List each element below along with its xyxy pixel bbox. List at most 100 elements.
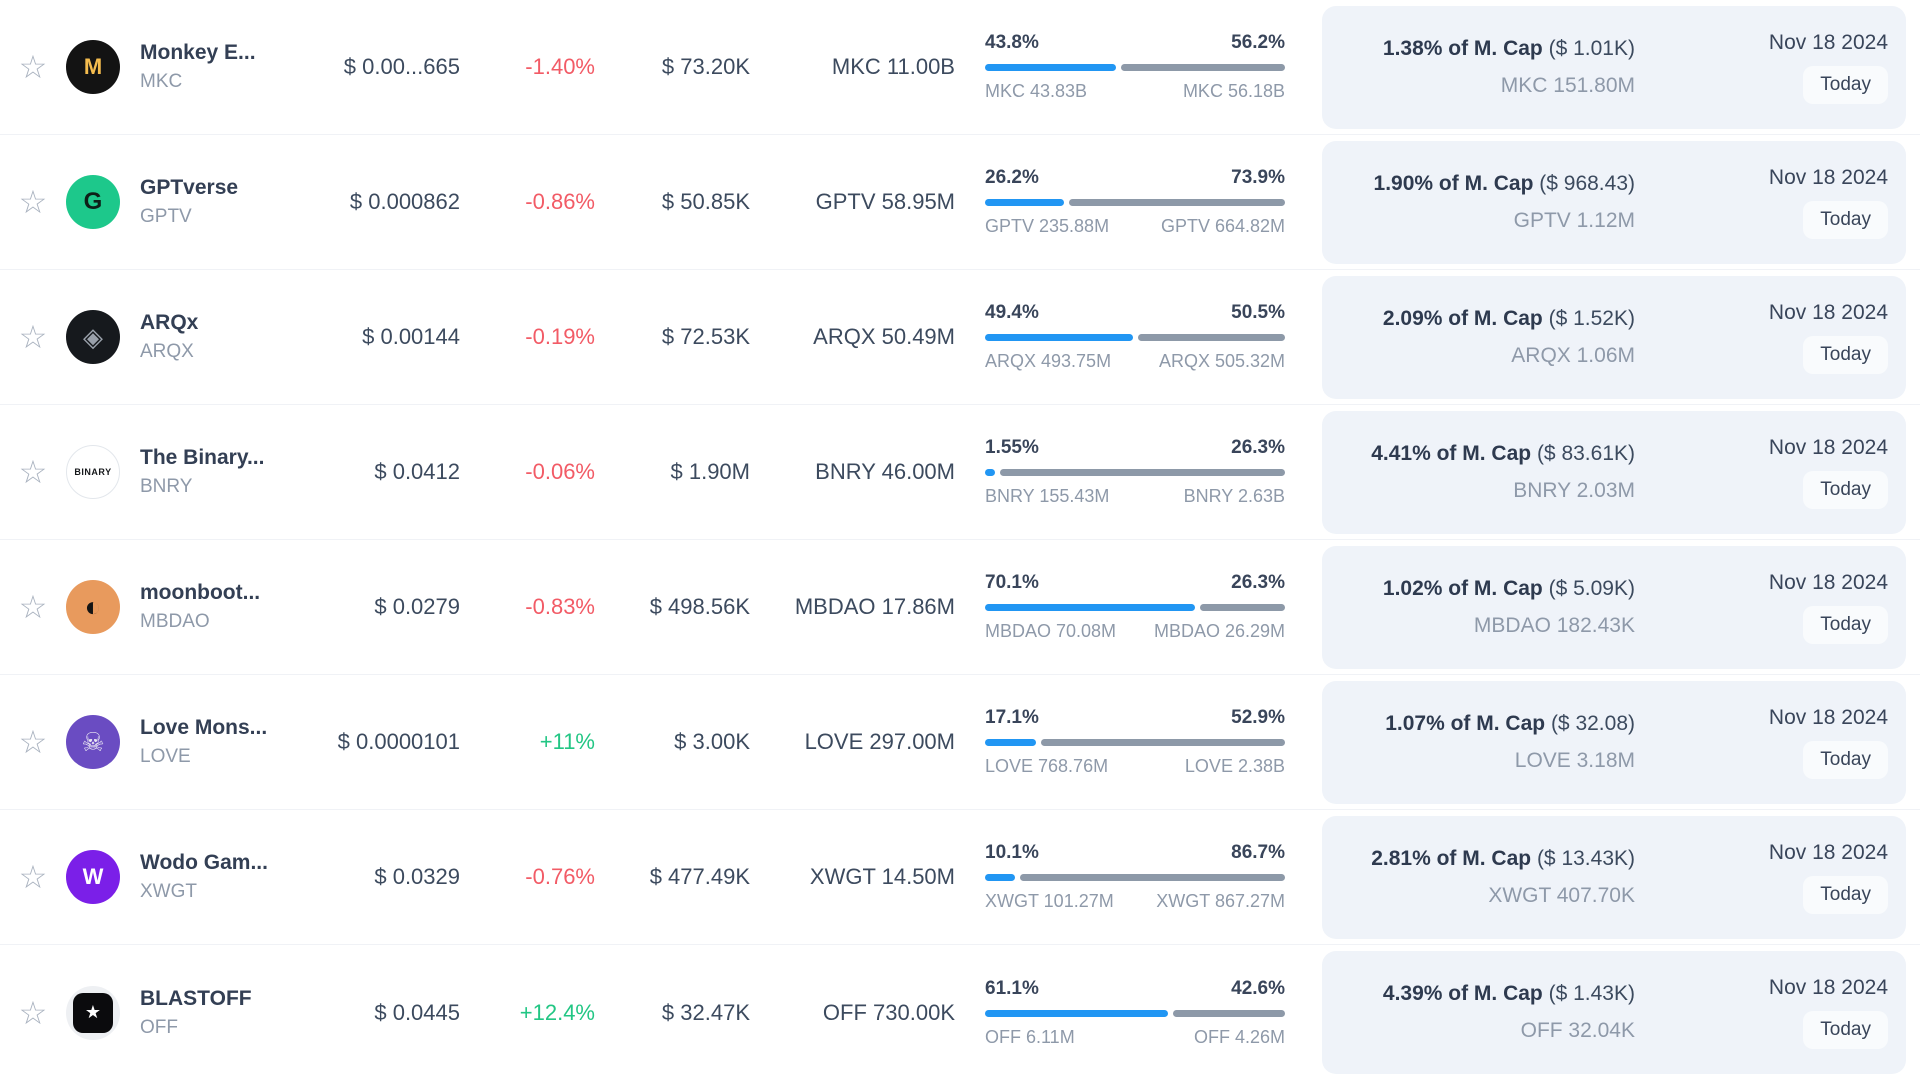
unlock-progress-bar	[985, 64, 1285, 71]
favorite-star-icon[interactable]: ☆	[18, 49, 48, 85]
token-name[interactable]: GPTverse	[140, 176, 239, 199]
token-price: $ 0.0000101	[337, 729, 460, 754]
table-row: ☆ ★ BLASTOFF OFF $ 0.0445 +12.4% $ 32.47…	[0, 945, 1920, 1080]
favorite-star-icon[interactable]: ☆	[18, 589, 48, 625]
unlock-progress-group: 70.1% 26.3% MBDAO 70.08M MBDAO 26.29M	[985, 572, 1285, 642]
unlocked-bar-segment	[985, 199, 1064, 206]
token-price: $ 0.00...665	[343, 54, 460, 79]
locked-percent-label: 50.5%	[1231, 302, 1285, 323]
unlocked-amount-label: MBDAO 70.08M	[985, 621, 1117, 641]
token-name-cell[interactable]: GPTverse GPTV	[140, 176, 310, 228]
table-row: ☆ BINARY The Binary... BNRY $ 0.0412 -0.…	[0, 405, 1920, 540]
token-name-cell[interactable]: ARQx ARQX	[140, 311, 310, 363]
token-price: $ 0.00144	[362, 324, 460, 349]
market-cap-value: GPTV 58.95M	[815, 189, 955, 214]
unlock-mcap-percent: 4.39% of M. Cap ($ 1.43K)	[1382, 982, 1635, 1005]
token-name-cell[interactable]: moonboot... MBDAO	[140, 581, 310, 633]
token-name[interactable]: Monkey E...	[140, 41, 256, 64]
token-logo-glyph: ◐	[84, 591, 102, 622]
today-badge: Today	[1803, 65, 1888, 104]
price-change-percent: +12.4%	[519, 999, 595, 1025]
unlock-usd-value: ($ 1.01K)	[1548, 36, 1635, 60]
today-badge: Today	[1803, 740, 1888, 779]
favorite-star-icon[interactable]: ☆	[18, 184, 48, 220]
volume-value: $ 50.85K	[661, 189, 750, 214]
unlocked-bar-segment	[985, 874, 1016, 881]
token-logo-glyph: W	[82, 864, 104, 889]
token-symbol: MBDAO	[140, 611, 210, 632]
token-name[interactable]: The Binary...	[140, 446, 265, 469]
favorite-star-icon[interactable]: ☆	[18, 319, 48, 355]
price-change-percent: -0.83%	[525, 594, 595, 619]
unlock-progress-group: 43.8% 56.2% MKC 43.83B MKC 56.18B	[985, 32, 1285, 102]
unlock-progress-group: 49.4% 50.5% ARQX 493.75M ARQX 505.32M	[985, 302, 1285, 372]
token-name-cell[interactable]: The Binary... BNRY	[140, 446, 310, 498]
table-row: ☆ ◈ ARQx ARQX $ 0.00144 -0.19% $ 72.53K …	[0, 270, 1920, 405]
unlocked-amount-label: XWGT 101.27M	[985, 891, 1114, 911]
volume-value: $ 477.49K	[649, 864, 750, 889]
table-row: ☆ M Monkey E... MKC $ 0.00...665 -1.40% …	[0, 0, 1920, 135]
token-name-cell[interactable]: Monkey E... MKC	[140, 41, 310, 93]
locked-amount-label: XWGT 867.27M	[1156, 891, 1285, 911]
token-name[interactable]: moonboot...	[140, 581, 261, 604]
token-name[interactable]: Love Mons...	[140, 716, 268, 739]
token-name[interactable]: BLASTOFF	[140, 986, 252, 1010]
token-logo-glyph: G	[83, 188, 103, 215]
token-price: $ 0.000862	[349, 189, 460, 214]
unlock-token-amount: GPTV 1.12M	[1513, 208, 1635, 232]
locked-bar-segment	[1173, 1009, 1285, 1017]
favorite-star-icon[interactable]: ☆	[18, 994, 48, 1031]
unlock-token-amount: MBDAO 182.43K	[1473, 613, 1635, 637]
token-price: $ 0.0412	[374, 459, 460, 484]
unlock-mcap-percent: 1.02% of M. Cap ($ 5.09K)	[1382, 576, 1635, 600]
token-symbol: OFF	[140, 1016, 178, 1038]
favorite-star-icon[interactable]: ☆	[18, 454, 48, 490]
unlock-info-panel: 1.07% of M. Cap ($ 32.08) LOVE 3.18M Nov…	[1322, 680, 1906, 804]
unlocked-percent-label: 43.8%	[985, 32, 1039, 53]
unlock-mcap-percent: 1.90% of M. Cap ($ 968.43)	[1373, 171, 1635, 195]
token-name-cell[interactable]: Love Mons... LOVE	[140, 716, 310, 768]
locked-amount-label: BNRY 2.63B	[1183, 486, 1285, 506]
locked-amount-label: GPTV 664.82M	[1160, 216, 1285, 236]
locked-bar-segment	[1020, 874, 1285, 881]
unlocked-bar-segment	[985, 64, 1117, 71]
unlock-info-panel: 2.09% of M. Cap ($ 1.52K) ARQX 1.06M Nov…	[1322, 275, 1906, 399]
token-price: $ 0.0279	[374, 594, 460, 619]
token-name[interactable]: ARQx	[140, 311, 199, 334]
unlock-date: Nov 18 2024	[1768, 300, 1888, 324]
unlock-token-amount: LOVE 3.18M	[1514, 748, 1635, 772]
token-logo: G	[66, 175, 120, 229]
unlocked-amount-label: OFF 6.11M	[985, 1026, 1075, 1047]
unlock-token-amount: MKC 151.80M	[1500, 73, 1635, 97]
market-cap-value: MKC 11.00B	[831, 54, 955, 79]
locked-amount-label: ARQX 505.32M	[1158, 351, 1285, 371]
locked-percent-label: 52.9%	[1231, 707, 1285, 728]
price-change-percent: -0.76%	[525, 864, 595, 889]
unlocked-amount-label: MKC 43.83B	[985, 81, 1088, 101]
market-cap-value: BNRY 46.00M	[815, 459, 955, 484]
unlock-token-amount: BNRY 2.03M	[1513, 478, 1635, 502]
token-name-cell[interactable]: Wodo Gam... XWGT	[140, 851, 310, 903]
token-symbol: BNRY	[140, 476, 193, 497]
token-logo-glyph: ◈	[83, 321, 103, 352]
favorite-star-icon[interactable]: ☆	[18, 859, 48, 895]
token-name[interactable]: Wodo Gam...	[140, 851, 268, 874]
market-cap-value: MBDAO 17.86M	[794, 594, 955, 619]
table-row: ☆ ◐ moonboot... MBDAO $ 0.0279 -0.83% $ …	[0, 540, 1920, 675]
volume-value: $ 1.90M	[670, 459, 751, 484]
token-name-cell[interactable]: BLASTOFF OFF	[140, 987, 310, 1039]
favorite-star-icon[interactable]: ☆	[18, 724, 48, 760]
price-change-percent: -0.19%	[525, 324, 595, 349]
token-symbol: ARQX	[140, 341, 194, 362]
unlocked-percent-label: 17.1%	[985, 707, 1039, 728]
unlock-info-panel: 4.41% of M. Cap ($ 83.61K) BNRY 2.03M No…	[1322, 410, 1906, 534]
unlock-progress-bar	[985, 739, 1285, 746]
unlock-token-amount: XWGT 407.70K	[1488, 883, 1635, 907]
locked-percent-label: 86.7%	[1231, 842, 1285, 863]
table-row: ☆ W Wodo Gam... XWGT $ 0.0329 -0.76% $ 4…	[0, 810, 1920, 945]
unlocked-amount-label: ARQX 493.75M	[985, 351, 1112, 371]
table-row: ☆ G GPTverse GPTV $ 0.000862 -0.86% $ 50…	[0, 135, 1920, 270]
locked-bar-segment	[1200, 604, 1285, 611]
locked-bar-segment	[1068, 199, 1285, 206]
unlock-progress-bar	[985, 604, 1285, 611]
